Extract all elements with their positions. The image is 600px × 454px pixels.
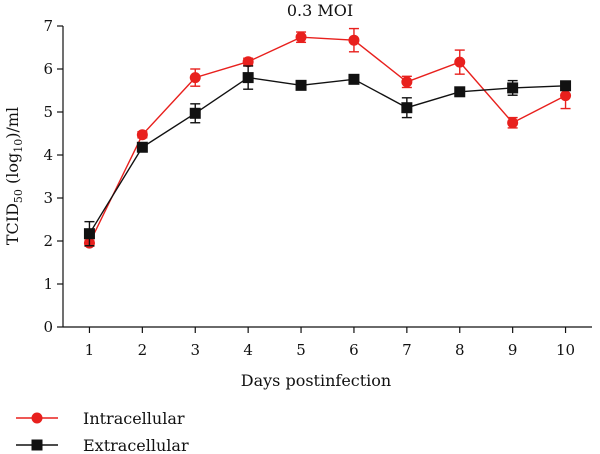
x-tick-label: 6 (349, 341, 359, 359)
data-point (348, 73, 360, 85)
series-line (88, 36, 566, 244)
legend: Intracellular Extracellular (16, 409, 189, 454)
x-ticks: 1 2 3 4 5 6 7 8 9 10 (85, 327, 575, 359)
data-point (295, 79, 307, 91)
data-point (295, 31, 307, 43)
legend-item-extracellular: Extracellular (16, 436, 189, 454)
legend-label: Intracellular (83, 409, 185, 428)
x-tick-label: 5 (296, 341, 306, 359)
y-tick-label: 1 (43, 275, 53, 293)
y-tick-label: 4 (43, 146, 53, 164)
data-point (83, 228, 95, 240)
legend-marker (31, 439, 43, 451)
x-tick-label: 10 (556, 341, 575, 359)
y-axis-title-subscript-2: 10 (12, 139, 25, 153)
data-point (507, 82, 519, 94)
x-tick-label: 2 (138, 341, 148, 359)
data-point (454, 86, 466, 98)
x-tick-label: 3 (190, 341, 200, 359)
y-axis-title-suffix: )/ml (3, 107, 22, 139)
y-tick-label: 6 (43, 60, 53, 78)
data-point (507, 117, 519, 129)
y-axis-title-middle: (log (3, 153, 22, 189)
data-point (348, 34, 360, 46)
legend-marker (31, 412, 43, 424)
x-tick-label: 7 (402, 341, 412, 359)
y-ticks: 0 1 2 3 4 5 6 7 (43, 17, 63, 336)
x-tick-label: 9 (508, 341, 518, 359)
y-tick-label: 2 (43, 232, 53, 250)
y-tick-label: 3 (43, 189, 53, 207)
data-point (189, 107, 201, 119)
series-line (88, 76, 566, 235)
y-tick-label: 5 (43, 103, 53, 121)
data-point (560, 90, 572, 102)
legend-item-intracellular: Intracellular (16, 409, 185, 428)
data-point (454, 56, 466, 68)
y-tick-label: 7 (43, 17, 53, 35)
series-layer (83, 27, 572, 249)
y-axis-title-prefix: TCID (3, 203, 22, 245)
data-point (401, 76, 413, 88)
legend-label: Extracellular (83, 436, 189, 454)
y-axis-title-subscript: 50 (12, 189, 25, 203)
x-tick-label: 4 (243, 341, 253, 359)
x-tick-label: 1 (85, 341, 95, 359)
data-point (560, 80, 572, 92)
series-intracellular (83, 27, 572, 249)
x-axis-title: Days postinfection (241, 371, 391, 390)
y-tick-label: 0 (43, 318, 53, 336)
data-point (401, 102, 413, 114)
data-point (242, 56, 254, 68)
y-axis-title: TCID50 (log10)/ml (3, 107, 25, 245)
data-point (136, 129, 148, 141)
series-extracellular (83, 65, 572, 247)
chart-title: 0.3 MOI (287, 1, 353, 20)
data-point (136, 141, 148, 153)
axes (62, 26, 592, 328)
data-point (189, 72, 201, 84)
x-tick-label: 8 (455, 341, 465, 359)
data-point (242, 72, 254, 84)
